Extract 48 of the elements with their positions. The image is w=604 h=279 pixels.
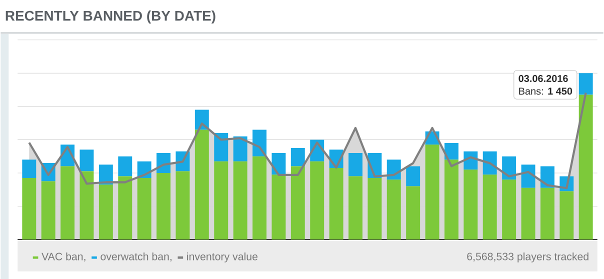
bar bbox=[233, 136, 248, 162]
bar bbox=[272, 152, 286, 174]
bar bbox=[502, 179, 516, 240]
bar bbox=[233, 161, 248, 240]
bar bbox=[368, 178, 382, 240]
bar bbox=[137, 178, 152, 240]
bar bbox=[560, 191, 574, 240]
bar bbox=[252, 156, 266, 240]
bar bbox=[60, 166, 75, 240]
bar bbox=[156, 172, 171, 240]
bar bbox=[425, 144, 440, 240]
bar bbox=[578, 72, 593, 95]
text: 6,568,533 players tracked bbox=[467, 252, 588, 262]
bar bbox=[406, 186, 420, 240]
bar bbox=[214, 161, 228, 240]
bar bbox=[310, 161, 324, 240]
bar bbox=[272, 174, 286, 240]
legend-label: inventory value bbox=[187, 252, 258, 262]
bar bbox=[98, 184, 113, 240]
bar bbox=[80, 149, 94, 172]
chart-title: RECENTLY BANNED (BY DATE) bbox=[6, 10, 216, 24]
bar bbox=[176, 171, 190, 240]
annotation: 03.06.2016 bbox=[518, 74, 568, 82]
bar bbox=[578, 94, 593, 240]
bar bbox=[214, 132, 228, 162]
bar bbox=[386, 179, 401, 240]
legend-label: VAC ban, bbox=[42, 252, 86, 262]
bar bbox=[290, 166, 305, 240]
bar bbox=[118, 176, 132, 240]
bar bbox=[22, 159, 36, 178]
bar bbox=[22, 178, 36, 240]
bar bbox=[348, 152, 362, 176]
bar bbox=[482, 174, 497, 240]
bar bbox=[348, 176, 362, 240]
bar bbox=[118, 156, 132, 176]
bar bbox=[41, 181, 56, 240]
bar bbox=[194, 130, 209, 240]
bar bbox=[444, 142, 458, 160]
bar bbox=[540, 188, 554, 240]
bar bbox=[290, 148, 305, 166]
bar bbox=[444, 159, 458, 240]
bar bbox=[80, 171, 94, 240]
bar bbox=[464, 169, 478, 240]
bar bbox=[521, 188, 536, 240]
legend-label: overwatch ban, bbox=[100, 252, 172, 262]
bar bbox=[329, 168, 344, 240]
annotation: Bans: 1 450 bbox=[519, 87, 572, 94]
bar bbox=[406, 166, 420, 186]
